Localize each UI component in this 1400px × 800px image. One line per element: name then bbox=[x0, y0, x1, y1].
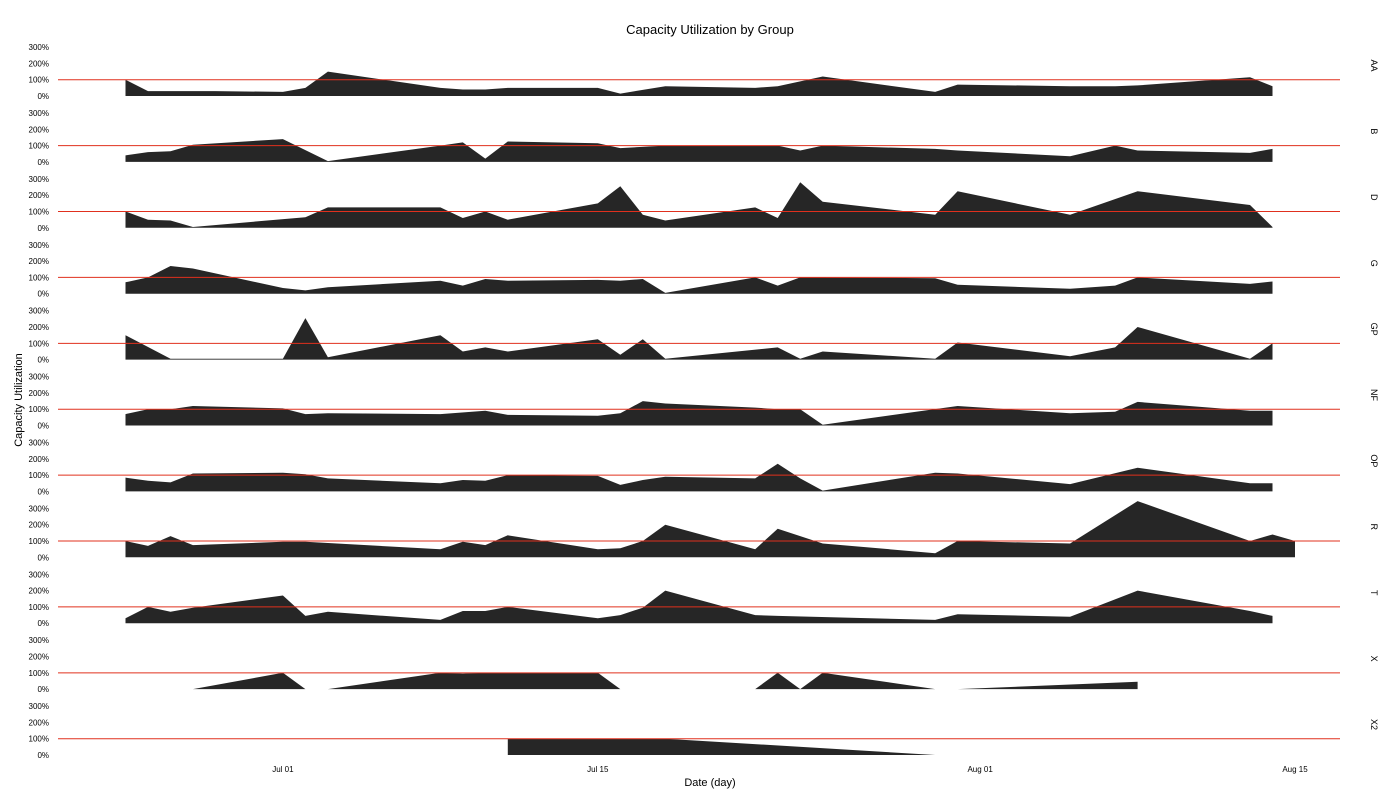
area-g bbox=[125, 266, 1273, 294]
y-tick-label: 300% bbox=[29, 702, 49, 711]
area-op bbox=[125, 463, 1273, 492]
area-x bbox=[192, 672, 1138, 690]
facet-label: X2 bbox=[1369, 719, 1379, 730]
facet-label: D bbox=[1369, 194, 1379, 201]
facet-label: G bbox=[1369, 260, 1379, 267]
facet-label: AA bbox=[1369, 59, 1379, 71]
area-aa bbox=[125, 71, 1273, 96]
y-tick-label: 100% bbox=[29, 471, 49, 480]
y-tick-label: 100% bbox=[29, 273, 49, 282]
y-tick-label: 100% bbox=[29, 339, 49, 348]
facet-label: R bbox=[1369, 524, 1379, 531]
x-tick-label: Aug 15 bbox=[1282, 765, 1308, 774]
facet-panels: 0% 100% 200% 300% AA 0% 100% 200% 300% B 0% 100% 200… bbox=[29, 43, 1379, 760]
panel-g: 0% 100% 200% 300% G bbox=[29, 241, 1379, 299]
area-r bbox=[125, 501, 1295, 558]
x-axis-label: Date (day) bbox=[684, 777, 735, 789]
y-tick-label: 0% bbox=[37, 356, 49, 365]
y-tick-label: 200% bbox=[29, 191, 49, 200]
y-tick-label: 0% bbox=[37, 92, 49, 101]
y-tick-label: 300% bbox=[29, 504, 49, 513]
y-tick-label: 100% bbox=[29, 603, 49, 612]
y-tick-label: 100% bbox=[29, 669, 49, 678]
y-tick-label: 200% bbox=[29, 653, 49, 662]
y-tick-label: 100% bbox=[29, 208, 49, 217]
y-tick-label: 0% bbox=[37, 422, 49, 431]
chart-title: Capacity Utilization by Group bbox=[626, 22, 794, 37]
y-tick-label: 200% bbox=[29, 521, 49, 530]
y-tick-label: 0% bbox=[37, 290, 49, 299]
y-tick-label: 300% bbox=[29, 373, 49, 382]
y-axis-label: Capacity Utilization bbox=[13, 353, 25, 447]
y-tick-label: 100% bbox=[29, 537, 49, 546]
area-x2 bbox=[507, 738, 936, 755]
y-tick-label: 200% bbox=[29, 718, 49, 727]
facet-label: X bbox=[1369, 656, 1379, 662]
y-tick-label: 300% bbox=[29, 43, 49, 52]
y-tick-label: 200% bbox=[29, 323, 49, 332]
panel-d: 0% 100% 200% 300% D bbox=[29, 175, 1379, 233]
panel-x: 0% 100% 200% 300% X bbox=[29, 636, 1379, 694]
facet-label: T bbox=[1369, 590, 1379, 596]
area-nf bbox=[125, 401, 1273, 426]
y-tick-label: 200% bbox=[29, 59, 49, 68]
panel-t: 0% 100% 200% 300% T bbox=[29, 570, 1379, 628]
facet-label: B bbox=[1369, 128, 1379, 134]
panel-r: 0% 100% 200% 300% R bbox=[29, 501, 1379, 562]
area-d bbox=[125, 182, 1273, 228]
y-tick-label: 100% bbox=[29, 405, 49, 414]
x-tick-label: Jul 15 bbox=[587, 765, 609, 774]
x-axis: Jul 01 Jul 15 Aug 01 Aug 15 bbox=[272, 765, 1308, 774]
y-tick-label: 200% bbox=[29, 389, 49, 398]
y-tick-label: 300% bbox=[29, 636, 49, 645]
y-tick-label: 0% bbox=[37, 553, 49, 562]
panel-x2: 0% 100% 200% 300% X2 bbox=[29, 702, 1379, 760]
y-tick-label: 100% bbox=[29, 142, 49, 151]
y-tick-label: 300% bbox=[29, 241, 49, 250]
y-tick-label: 300% bbox=[29, 175, 49, 184]
panel-b: 0% 100% 200% 300% B bbox=[29, 109, 1379, 167]
x-tick-label: Aug 01 bbox=[967, 765, 993, 774]
y-tick-label: 300% bbox=[29, 439, 49, 448]
y-tick-label: 0% bbox=[37, 158, 49, 167]
y-tick-label: 200% bbox=[29, 125, 49, 134]
y-tick-label: 100% bbox=[29, 76, 49, 85]
panel-nf: 0% 100% 200% 300% NF bbox=[29, 373, 1379, 431]
area-gp bbox=[125, 318, 1273, 360]
y-tick-label: 0% bbox=[37, 619, 49, 628]
y-tick-label: 0% bbox=[37, 685, 49, 694]
y-tick-label: 200% bbox=[29, 257, 49, 266]
y-tick-label: 200% bbox=[29, 455, 49, 464]
area-b bbox=[125, 139, 1273, 162]
y-tick-label: 0% bbox=[37, 751, 49, 760]
x-tick-label: Jul 01 bbox=[272, 765, 294, 774]
y-tick-label: 0% bbox=[37, 224, 49, 233]
y-tick-label: 300% bbox=[29, 570, 49, 579]
y-tick-label: 300% bbox=[29, 307, 49, 316]
panel-gp: 0% 100% 200% 300% GP bbox=[29, 307, 1379, 365]
facet-label: OP bbox=[1369, 454, 1379, 467]
y-tick-label: 0% bbox=[37, 487, 49, 496]
panel-op: 0% 100% 200% 300% OP bbox=[29, 439, 1379, 497]
y-tick-label: 200% bbox=[29, 587, 49, 596]
y-tick-label: 100% bbox=[29, 735, 49, 744]
facet-label: NF bbox=[1369, 389, 1379, 401]
y-tick-label: 300% bbox=[29, 109, 49, 118]
panel-aa: 0% 100% 200% 300% AA bbox=[29, 43, 1379, 101]
facet-label: GP bbox=[1369, 323, 1379, 336]
